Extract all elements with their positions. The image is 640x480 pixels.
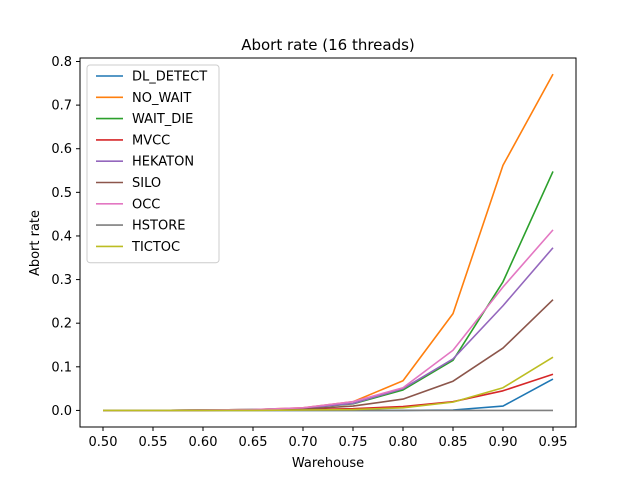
y-tick-label: 0.2 bbox=[51, 317, 72, 332]
x-tick-label: 0.90 bbox=[489, 435, 518, 450]
legend-entry: NO_WAIT bbox=[132, 91, 191, 106]
chart-title: Abort rate (16 threads) bbox=[241, 36, 415, 54]
x-axis-label: Warehouse bbox=[292, 456, 364, 471]
x-tick-label: 0.65 bbox=[239, 435, 268, 450]
y-tick-label: 0.7 bbox=[51, 99, 72, 114]
legend-entry: WAIT_DIE bbox=[132, 112, 193, 127]
series-lines bbox=[103, 73, 554, 412]
legend: DL_DETECT NO_WAIT WAIT_DIE MVCC HEKATON SILO O… bbox=[86, 64, 220, 264]
x-axis: 0.50 0.55 0.60 0.65 0.70 0.75 0.80 0.85 0.90 0.95 bbox=[89, 427, 568, 450]
y-axis: 0.0 0.1 0.2 0.3 0.4 0.5 0.6 0.7 0.8 bbox=[51, 55, 80, 419]
y-tick-label: 0.8 bbox=[51, 55, 72, 70]
x-tick-label: 0.55 bbox=[139, 435, 168, 450]
y-tick-label: 0.3 bbox=[51, 273, 72, 288]
legend-entry: HSTORE bbox=[132, 219, 185, 234]
y-tick-label: 0.6 bbox=[51, 142, 72, 157]
x-tick-label: 0.85 bbox=[439, 435, 468, 450]
legend-entry: TICTOC bbox=[131, 240, 180, 255]
x-tick-label: 0.50 bbox=[89, 435, 118, 450]
x-tick-label: 0.95 bbox=[539, 435, 568, 450]
legend-box bbox=[86, 64, 220, 264]
legend-entry: DL_DETECT bbox=[132, 70, 207, 85]
legend-entry: OCC bbox=[132, 197, 160, 212]
x-tick-label: 0.80 bbox=[389, 435, 418, 450]
y-axis-label: Abort rate bbox=[28, 210, 43, 276]
y-tick-label: 0.5 bbox=[51, 186, 72, 201]
series-line-tictoc bbox=[103, 356, 554, 412]
x-tick-label: 0.75 bbox=[339, 435, 368, 450]
legend-entry: MVCC bbox=[132, 133, 170, 148]
legend-entry: HEKATON bbox=[132, 155, 194, 170]
legend-entry: SILO bbox=[132, 176, 161, 191]
x-tick-label: 0.60 bbox=[189, 435, 218, 450]
y-tick-label: 0.1 bbox=[51, 360, 72, 375]
y-tick-label: 0.0 bbox=[51, 404, 72, 419]
y-tick-label: 0.4 bbox=[51, 229, 72, 244]
x-tick-label: 0.70 bbox=[289, 435, 318, 450]
